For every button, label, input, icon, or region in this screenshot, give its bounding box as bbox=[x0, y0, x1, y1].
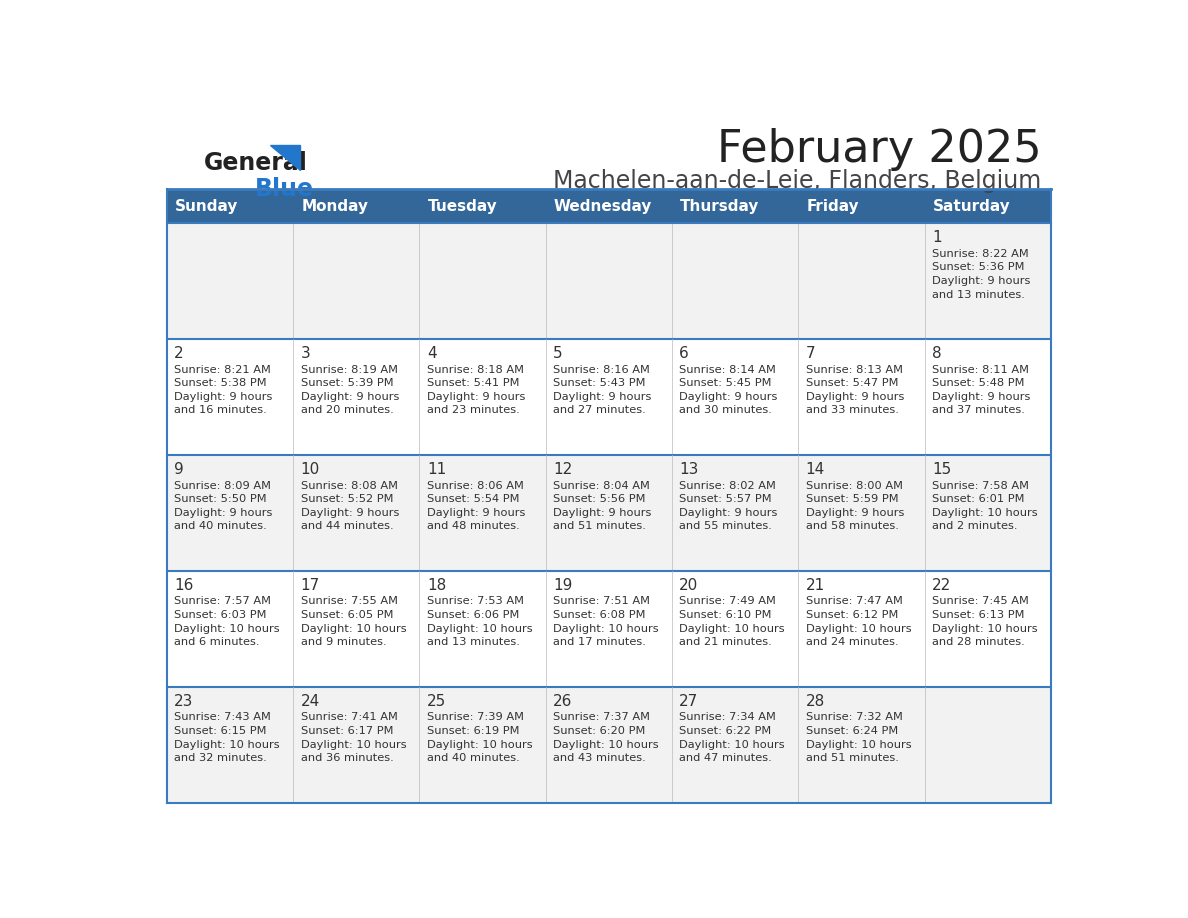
Text: 1: 1 bbox=[931, 230, 942, 245]
Text: General: General bbox=[204, 151, 308, 175]
Text: 24: 24 bbox=[301, 694, 320, 709]
Text: Monday: Monday bbox=[302, 199, 368, 214]
Text: 28: 28 bbox=[805, 694, 824, 709]
Text: Sunrise: 7:32 AM
Sunset: 6:24 PM
Daylight: 10 hours
and 51 minutes.: Sunrise: 7:32 AM Sunset: 6:24 PM Dayligh… bbox=[805, 712, 911, 763]
Text: Sunrise: 8:00 AM
Sunset: 5:59 PM
Daylight: 9 hours
and 58 minutes.: Sunrise: 8:00 AM Sunset: 5:59 PM Dayligh… bbox=[805, 480, 904, 532]
Text: 6: 6 bbox=[680, 346, 689, 362]
Text: Thursday: Thursday bbox=[681, 199, 759, 214]
Text: Sunrise: 8:22 AM
Sunset: 5:36 PM
Daylight: 9 hours
and 13 minutes.: Sunrise: 8:22 AM Sunset: 5:36 PM Dayligh… bbox=[931, 249, 1030, 299]
Text: Sunrise: 8:14 AM
Sunset: 5:45 PM
Daylight: 9 hours
and 30 minutes.: Sunrise: 8:14 AM Sunset: 5:45 PM Dayligh… bbox=[680, 364, 778, 416]
Text: 7: 7 bbox=[805, 346, 815, 362]
Text: Sunrise: 7:41 AM
Sunset: 6:17 PM
Daylight: 10 hours
and 36 minutes.: Sunrise: 7:41 AM Sunset: 6:17 PM Dayligh… bbox=[301, 712, 406, 763]
Text: Sunrise: 8:08 AM
Sunset: 5:52 PM
Daylight: 9 hours
and 44 minutes.: Sunrise: 8:08 AM Sunset: 5:52 PM Dayligh… bbox=[301, 480, 399, 532]
Text: February 2025: February 2025 bbox=[716, 128, 1042, 171]
Text: 11: 11 bbox=[426, 462, 446, 477]
Text: 10: 10 bbox=[301, 462, 320, 477]
Text: 13: 13 bbox=[680, 462, 699, 477]
Text: Sunrise: 7:47 AM
Sunset: 6:12 PM
Daylight: 10 hours
and 24 minutes.: Sunrise: 7:47 AM Sunset: 6:12 PM Dayligh… bbox=[805, 597, 911, 647]
Text: 14: 14 bbox=[805, 462, 824, 477]
Text: Machelen-aan-de-Leie, Flanders, Belgium: Machelen-aan-de-Leie, Flanders, Belgium bbox=[554, 169, 1042, 193]
Polygon shape bbox=[270, 145, 301, 170]
Text: 15: 15 bbox=[931, 462, 952, 477]
Text: 21: 21 bbox=[805, 578, 824, 593]
Text: Sunrise: 8:09 AM
Sunset: 5:50 PM
Daylight: 9 hours
and 40 minutes.: Sunrise: 8:09 AM Sunset: 5:50 PM Dayligh… bbox=[175, 480, 273, 532]
Bar bbox=[166, 189, 1051, 223]
Text: 19: 19 bbox=[554, 578, 573, 593]
Text: 27: 27 bbox=[680, 694, 699, 709]
Text: Sunrise: 7:45 AM
Sunset: 6:13 PM
Daylight: 10 hours
and 28 minutes.: Sunrise: 7:45 AM Sunset: 6:13 PM Dayligh… bbox=[931, 597, 1037, 647]
Text: Sunrise: 8:18 AM
Sunset: 5:41 PM
Daylight: 9 hours
and 23 minutes.: Sunrise: 8:18 AM Sunset: 5:41 PM Dayligh… bbox=[426, 364, 525, 416]
Text: Sunrise: 7:43 AM
Sunset: 6:15 PM
Daylight: 10 hours
and 32 minutes.: Sunrise: 7:43 AM Sunset: 6:15 PM Dayligh… bbox=[175, 712, 280, 763]
Text: Sunday: Sunday bbox=[175, 199, 239, 214]
Text: 26: 26 bbox=[554, 694, 573, 709]
Text: 8: 8 bbox=[931, 346, 942, 362]
Text: Sunrise: 8:04 AM
Sunset: 5:56 PM
Daylight: 9 hours
and 51 minutes.: Sunrise: 8:04 AM Sunset: 5:56 PM Dayligh… bbox=[554, 480, 651, 532]
Text: Sunrise: 7:37 AM
Sunset: 6:20 PM
Daylight: 10 hours
and 43 minutes.: Sunrise: 7:37 AM Sunset: 6:20 PM Dayligh… bbox=[554, 712, 658, 763]
Text: 23: 23 bbox=[175, 694, 194, 709]
Text: Sunrise: 7:53 AM
Sunset: 6:06 PM
Daylight: 10 hours
and 13 minutes.: Sunrise: 7:53 AM Sunset: 6:06 PM Dayligh… bbox=[426, 597, 532, 647]
Bar bbox=[166, 223, 1051, 339]
Text: Wednesday: Wednesday bbox=[554, 199, 652, 214]
Text: Sunrise: 7:49 AM
Sunset: 6:10 PM
Daylight: 10 hours
and 21 minutes.: Sunrise: 7:49 AM Sunset: 6:10 PM Dayligh… bbox=[680, 597, 785, 647]
Text: Sunrise: 8:06 AM
Sunset: 5:54 PM
Daylight: 9 hours
and 48 minutes.: Sunrise: 8:06 AM Sunset: 5:54 PM Dayligh… bbox=[426, 480, 525, 532]
Text: Sunrise: 8:19 AM
Sunset: 5:39 PM
Daylight: 9 hours
and 20 minutes.: Sunrise: 8:19 AM Sunset: 5:39 PM Dayligh… bbox=[301, 364, 399, 416]
Text: Sunrise: 8:21 AM
Sunset: 5:38 PM
Daylight: 9 hours
and 16 minutes.: Sunrise: 8:21 AM Sunset: 5:38 PM Dayligh… bbox=[175, 364, 273, 416]
Text: Friday: Friday bbox=[807, 199, 859, 214]
Text: Sunrise: 7:55 AM
Sunset: 6:05 PM
Daylight: 10 hours
and 9 minutes.: Sunrise: 7:55 AM Sunset: 6:05 PM Dayligh… bbox=[301, 597, 406, 647]
Text: Sunrise: 8:13 AM
Sunset: 5:47 PM
Daylight: 9 hours
and 33 minutes.: Sunrise: 8:13 AM Sunset: 5:47 PM Dayligh… bbox=[805, 364, 904, 416]
Text: 16: 16 bbox=[175, 578, 194, 593]
Text: Saturday: Saturday bbox=[933, 199, 1011, 214]
Text: Sunrise: 8:02 AM
Sunset: 5:57 PM
Daylight: 9 hours
and 55 minutes.: Sunrise: 8:02 AM Sunset: 5:57 PM Dayligh… bbox=[680, 480, 778, 532]
Text: 5: 5 bbox=[554, 346, 563, 362]
Text: Sunrise: 7:51 AM
Sunset: 6:08 PM
Daylight: 10 hours
and 17 minutes.: Sunrise: 7:51 AM Sunset: 6:08 PM Dayligh… bbox=[554, 597, 658, 647]
Text: Blue: Blue bbox=[254, 177, 314, 201]
Text: 20: 20 bbox=[680, 578, 699, 593]
Text: Sunrise: 8:16 AM
Sunset: 5:43 PM
Daylight: 9 hours
and 27 minutes.: Sunrise: 8:16 AM Sunset: 5:43 PM Dayligh… bbox=[554, 364, 651, 416]
Text: 2: 2 bbox=[175, 346, 184, 362]
Text: 3: 3 bbox=[301, 346, 310, 362]
Bar bbox=[166, 455, 1051, 571]
Bar bbox=[166, 687, 1051, 803]
Text: 22: 22 bbox=[931, 578, 952, 593]
Text: Sunrise: 7:39 AM
Sunset: 6:19 PM
Daylight: 10 hours
and 40 minutes.: Sunrise: 7:39 AM Sunset: 6:19 PM Dayligh… bbox=[426, 712, 532, 763]
Text: 25: 25 bbox=[426, 694, 446, 709]
Bar bbox=[166, 339, 1051, 455]
Text: 17: 17 bbox=[301, 578, 320, 593]
Text: Sunrise: 7:34 AM
Sunset: 6:22 PM
Daylight: 10 hours
and 47 minutes.: Sunrise: 7:34 AM Sunset: 6:22 PM Dayligh… bbox=[680, 712, 785, 763]
Text: Sunrise: 7:57 AM
Sunset: 6:03 PM
Daylight: 10 hours
and 6 minutes.: Sunrise: 7:57 AM Sunset: 6:03 PM Dayligh… bbox=[175, 597, 280, 647]
Text: 18: 18 bbox=[426, 578, 446, 593]
Text: 4: 4 bbox=[426, 346, 436, 362]
Text: Tuesday: Tuesday bbox=[428, 199, 498, 214]
Text: Sunrise: 7:58 AM
Sunset: 6:01 PM
Daylight: 10 hours
and 2 minutes.: Sunrise: 7:58 AM Sunset: 6:01 PM Dayligh… bbox=[931, 480, 1037, 532]
Bar bbox=[166, 571, 1051, 687]
Text: 12: 12 bbox=[554, 462, 573, 477]
Text: 9: 9 bbox=[175, 462, 184, 477]
Text: Sunrise: 8:11 AM
Sunset: 5:48 PM
Daylight: 9 hours
and 37 minutes.: Sunrise: 8:11 AM Sunset: 5:48 PM Dayligh… bbox=[931, 364, 1030, 416]
